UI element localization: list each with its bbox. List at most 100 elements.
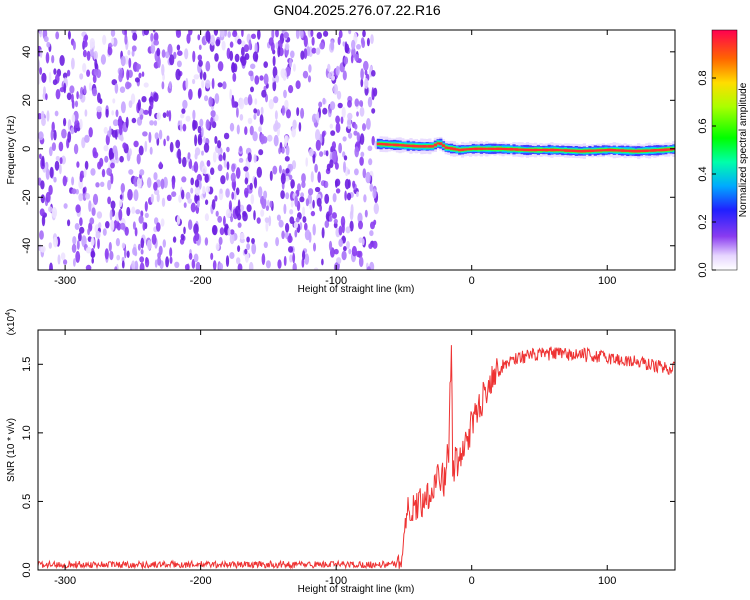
spectrogram-noise-cell xyxy=(126,69,130,81)
spectrogram-noise-cell xyxy=(52,79,58,86)
spectrogram-noise-cell xyxy=(180,113,185,119)
spectrogram-noise-cell xyxy=(295,217,300,223)
spectrogram-noise-cell xyxy=(83,168,87,178)
spectrogram-noise-cell xyxy=(194,134,198,147)
spectrogram-noise-cell xyxy=(223,132,230,140)
spectrogram-noise-cell xyxy=(285,145,290,156)
spectrogram-signal-cell xyxy=(439,142,443,146)
spectrogram-noise-cell xyxy=(181,176,187,183)
spectrogram-noise-cell xyxy=(231,98,235,109)
spectrogram-noise-cell xyxy=(237,222,242,228)
spectrogram-noise-cell xyxy=(303,48,308,59)
spectrogram-noise-cell xyxy=(215,210,219,217)
spectrogram-noise-cell xyxy=(264,217,270,223)
spectrogram-noise-cell xyxy=(188,30,193,36)
spectrogram-noise-cell xyxy=(102,228,107,236)
spectrogram-noise-cell xyxy=(303,35,308,48)
spectrogram-signal-cell xyxy=(645,149,649,152)
spectrogram-noise-cell xyxy=(39,230,44,240)
spectrogram-noise-cell xyxy=(343,56,349,65)
spectrogram-noise-cell xyxy=(156,112,161,121)
spectrogram-noise-cell xyxy=(46,110,50,122)
spectrogram-noise-cell xyxy=(85,246,92,254)
colorbar-gradient xyxy=(712,30,737,270)
spectrogram-noise-cell xyxy=(365,171,371,184)
spectrogram-noise-cell xyxy=(38,73,41,85)
spectrogram-noise-cell xyxy=(191,258,196,269)
snr-plot-area xyxy=(38,330,675,570)
spectrogram-noise-cell xyxy=(204,213,209,222)
spectrogram-noise-cell xyxy=(149,146,153,155)
spectrogram-noise-cell xyxy=(39,208,45,217)
spectrogram-signal-cell xyxy=(376,142,380,146)
spectrogram-noise-cell xyxy=(165,256,170,268)
spectrogram-signal-cell xyxy=(661,148,665,152)
spectrogram-noise-cell xyxy=(308,148,314,157)
y-tick-label: 0 xyxy=(21,146,33,152)
spectrogram-noise-cell xyxy=(172,236,177,243)
spectrogram-noise-cell xyxy=(224,30,228,37)
spectrogram-signal-cell xyxy=(471,147,475,150)
spectrogram-noise-cell xyxy=(71,99,75,109)
spectrogram-noise-cell xyxy=(254,75,260,85)
spectrogram-noise-cell xyxy=(71,176,75,186)
spectrogram-noise-cell xyxy=(194,232,200,242)
spectrogram-noise-cell xyxy=(248,261,254,270)
spectrogram-signal-cell xyxy=(658,148,662,152)
spectrogram-noise-cell xyxy=(119,125,123,136)
spectrogram-noise-cell xyxy=(263,190,268,200)
spectrogram-noise-cell xyxy=(272,80,277,92)
spectrogram-noise-cell xyxy=(185,115,191,122)
spectrogram-noise-cell xyxy=(281,105,286,116)
spectrogram-noise-cell xyxy=(182,123,187,132)
y-tick-label: 0.5 xyxy=(21,494,33,509)
spectrogram-noise-cell xyxy=(140,237,145,249)
spectrogram-noise-cell xyxy=(93,68,99,76)
spectrogram-noise-cell xyxy=(162,112,167,118)
colorbar-label: Normalized spectral amplitude xyxy=(738,82,749,217)
spectrogram-noise-cell xyxy=(121,242,126,249)
spectrogram-noise-cell xyxy=(366,266,371,270)
spectrogram-noise-cell xyxy=(74,223,80,230)
spectrogram-signal-cell xyxy=(542,148,546,152)
spectrogram-signal-cell xyxy=(390,143,394,146)
spectrogram-noise-cell xyxy=(194,152,198,160)
spectrogram-noise-cell xyxy=(169,141,174,153)
spectrogram-noise-cell xyxy=(295,80,301,90)
spectrogram-noise-cell xyxy=(144,140,148,153)
spectrogram-noise-cell xyxy=(168,110,172,122)
spectrogram-noise-cell xyxy=(70,127,75,135)
spectrogram-noise-cell xyxy=(284,99,289,110)
spectrogram-noise-cell xyxy=(316,32,322,39)
spectrogram-signal-cell xyxy=(656,149,660,152)
spectrogram-noise-cell xyxy=(60,252,66,261)
spectrogram-noise-cell xyxy=(373,202,379,215)
y-tick-label: 40 xyxy=(21,46,33,58)
spectrogram-noise-cell xyxy=(197,54,202,61)
spectrogram-noise-cell xyxy=(300,107,305,119)
spectrogram-noise-cell xyxy=(338,238,344,247)
spectrogram-noise-cell xyxy=(39,30,42,38)
spectrogram-noise-cell xyxy=(236,107,239,118)
spectrogram-noise-cell xyxy=(185,191,191,201)
spectrogram-noise-cell xyxy=(253,210,256,221)
spectrogram-noise-cell xyxy=(184,48,189,60)
spectrogram-noise-cell xyxy=(131,117,137,124)
spectrogram-noise-cell xyxy=(49,262,53,270)
spectrogram-noise-cell xyxy=(49,166,54,179)
spectrogram-noise-cell xyxy=(285,168,290,174)
spectrogram-noise-cell xyxy=(233,190,237,201)
spectrogram-noise-cell xyxy=(154,259,158,268)
spectrogram-signal-cell xyxy=(504,147,508,151)
spectrogram-noise-cell xyxy=(290,179,295,189)
spectrogram-noise-cell xyxy=(100,181,105,187)
spectrogram-signal-cell xyxy=(420,145,424,148)
spectrogram-noise-cell xyxy=(330,130,336,136)
spectrogram-noise-cell xyxy=(84,134,90,143)
spectrogram-noise-cell xyxy=(124,248,127,259)
spectrogram-noise-cell xyxy=(297,183,301,192)
spectrogram-signal-cell xyxy=(436,142,440,145)
spectrogram-noise-cell xyxy=(260,133,265,145)
spectrogram-noise-cell xyxy=(290,200,294,208)
spectrogram-noise-cell xyxy=(46,41,51,48)
